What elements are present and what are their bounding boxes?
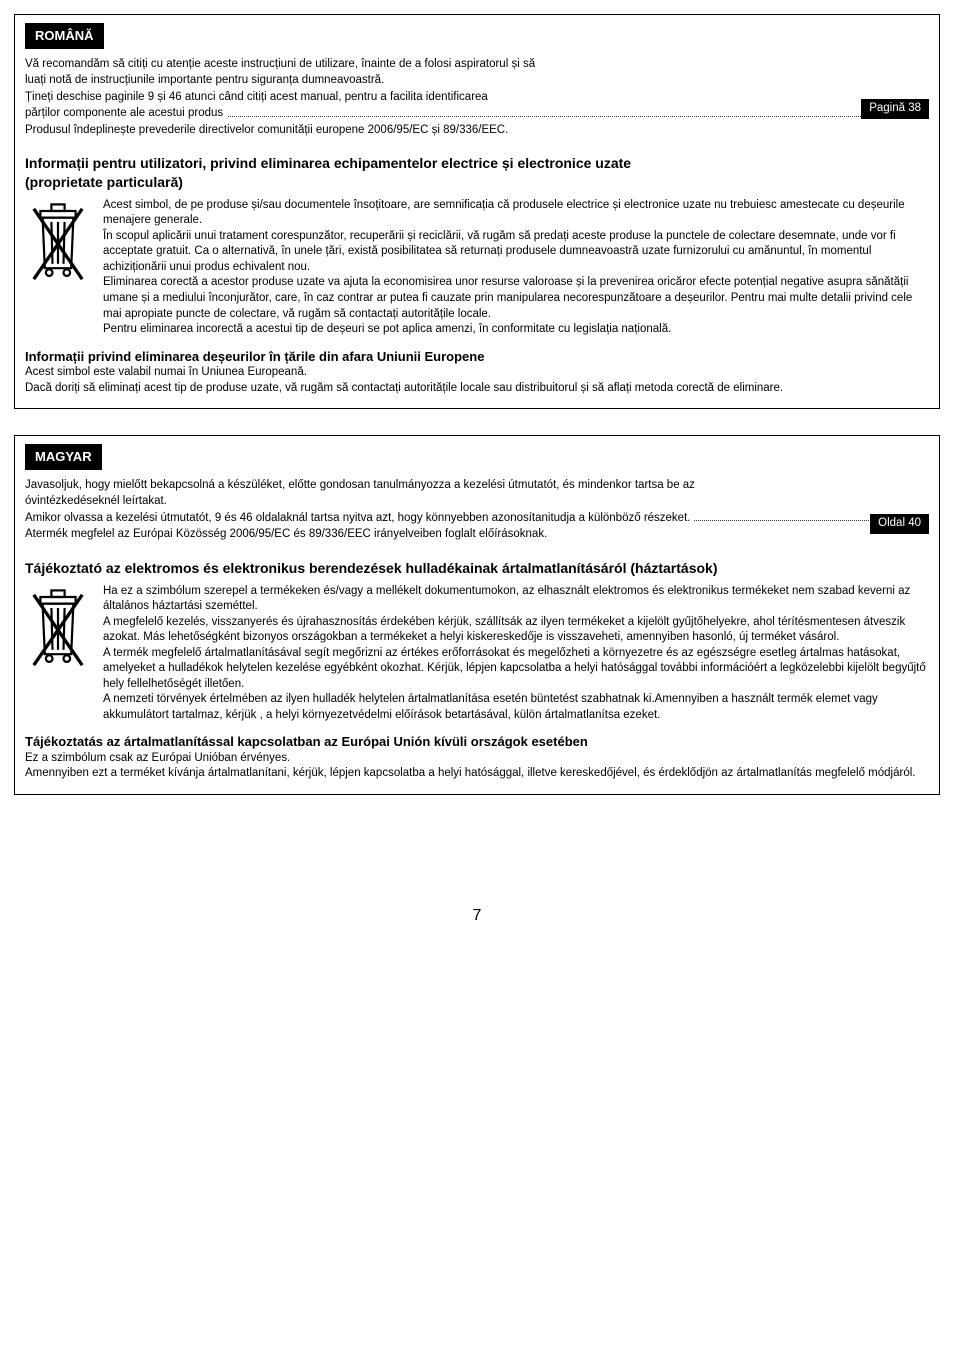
language-tag-hungarian: MAGYAR: [25, 444, 102, 470]
heading-line: (proprietate particulară): [25, 173, 929, 192]
body-text: Acest simbol este valabil numai în Uniun…: [25, 365, 929, 381]
section-hungarian: MAGYAR Javasoljuk, hogy mielőtt bekapcso…: [14, 435, 940, 795]
page-reference-badge: Oldal 40: [870, 514, 929, 534]
weee-crossed-bin-icon: [25, 198, 103, 288]
section-romanian: ROMÂNĂ Vă recomandăm să citiți cu atenți…: [14, 14, 940, 409]
body-text: Dacă doriți să eliminați acest tip de pr…: [25, 381, 929, 397]
body-text: Amennyiben ezt a terméket kívánja ártalm…: [25, 766, 929, 782]
compliance-line: Produsul îndeplinește prevederile direct…: [25, 123, 929, 139]
body-text: Ez a szimbólum csak az Európai Unióban é…: [25, 751, 929, 767]
intro-line-dotted: Amikor olvassa a kezelési útmutatót, 9 é…: [25, 511, 929, 527]
intro-block: Vă recomandăm să citiți cu atenție acest…: [25, 57, 929, 139]
intro-text: părților componente ale acestui produs: [25, 107, 227, 119]
intro-line-dotted: părților componente ale acestui produs: [25, 106, 929, 122]
intro-block: Javasoljuk, hogy mielőtt bekapcsolná a k…: [25, 478, 929, 543]
section-heading: Tájékoztató az elektromos és elektroniku…: [25, 559, 929, 578]
intro-line: Țineți deschise paginile 9 și 46 atunci …: [25, 90, 929, 106]
intro-line: óvintézkedéseknél leírtakat.: [25, 494, 929, 510]
sub-heading: Tájékoztatás az ártalmatlanítással kapcs…: [25, 733, 929, 751]
intro-line: Vă recomandăm să citiți cu atenție acest…: [25, 57, 929, 73]
intro-line: Javasoljuk, hogy mielőtt bekapcsolná a k…: [25, 478, 929, 494]
page-reference-badge: Pagină 38: [861, 99, 929, 119]
intro-line: luați notă de instrucțiunile importante …: [25, 73, 929, 89]
compliance-line: Atermék megfelel az Európai Közösség 200…: [25, 527, 929, 543]
body-text: Ha ez a szimbólum szerepel a termékeken …: [103, 584, 929, 724]
weee-crossed-bin-icon: [25, 584, 103, 674]
sub-heading: Informații privind eliminarea deșeurilor…: [25, 348, 929, 366]
heading-line: Informații pentru utilizatori, privind e…: [25, 154, 929, 173]
icon-text-row: Acest simbol, de pe produse și/sau docum…: [25, 198, 929, 338]
icon-text-row: Ha ez a szimbólum szerepel a termékeken …: [25, 584, 929, 724]
section-heading: Informații pentru utilizatori, privind e…: [25, 154, 929, 192]
language-tag-romanian: ROMÂNĂ: [25, 23, 104, 49]
body-text: Acest simbol, de pe produse și/sau docum…: [103, 198, 929, 338]
page-number: 7: [14, 905, 940, 927]
intro-text: Amikor olvassa a kezelési útmutatót, 9 é…: [25, 512, 694, 524]
